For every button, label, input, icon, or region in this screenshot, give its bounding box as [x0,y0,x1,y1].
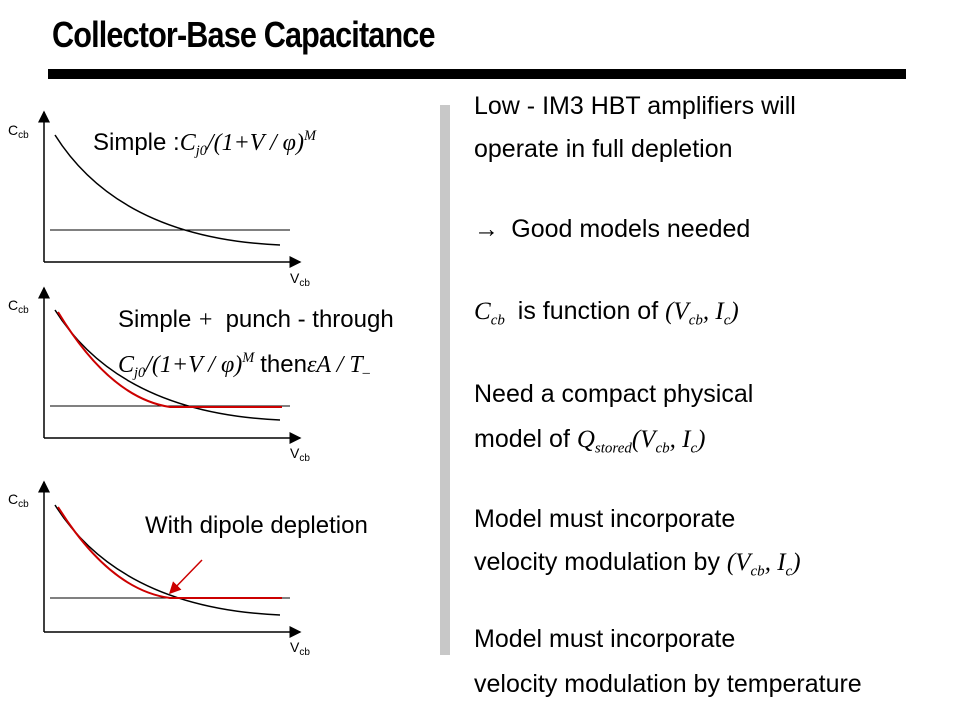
axis-label-main: V [290,639,300,655]
text-run: With dipole depletion [145,512,368,539]
text-run: C [179,130,196,157]
text-run: Model must incorporate [474,505,736,533]
axis-label-main: C [8,297,19,313]
text-run: velocity modulation by [474,548,727,576]
text-run: C [474,298,491,325]
text-run: Low - IM3 HBT amplifiers will [474,92,796,120]
text-line: Model must incorporate [474,625,735,654]
text-run: /(1+V / φ) [145,352,243,379]
text-run: , I [702,298,724,325]
slide-title: Collector-Base Capacitance [52,14,436,55]
text-line: Simple + punch - through [118,306,394,334]
title-rule [48,69,906,79]
axis-label-sub: cb [18,305,29,316]
text-run: velocity modulation by temperature [474,670,862,698]
text-line: velocity modulation by temperature [474,670,862,699]
text-run: is function of [510,297,666,325]
text-run: M [242,350,255,366]
text-run: (V [631,426,656,453]
text-line: → Good models needed [474,215,750,244]
plot-2 [38,286,302,444]
plot-3 [38,480,302,638]
text-run: cb [688,312,703,329]
axis-label-main: V [290,270,300,286]
text-run: ) [697,426,706,453]
axis-label-sub: cb [18,499,29,510]
axis-label-main: C [8,122,19,138]
text-run: cb [655,440,670,457]
text-run: Q [576,426,595,453]
axis-label-sub: cb [18,130,29,141]
axis-label: Ccb [8,122,29,141]
text-run: operate in full depletion [474,135,733,163]
divider [440,105,450,655]
text-run: j0 [195,143,207,160]
text-run: Simple : [93,129,180,157]
text-run: /(1+V / φ) [206,130,304,157]
text-line: Ccb is function of (Vcb, Ic) [474,297,739,329]
axis-label: Vcb [290,270,310,289]
axis-label-main: C [8,491,19,507]
text-run: (V [726,549,751,576]
text-run: stored [594,440,632,457]
text-run: c [785,563,793,580]
text-run: Need a compact physical [474,380,754,408]
axis-label-main: V [290,445,300,461]
text-line: Cj0/(1+V / φ)M thenεA / T– [118,350,370,382]
text-run: εA / T [306,352,363,379]
text-run: Model must incorporate [474,625,736,653]
text-line: Need a compact physical [474,380,753,409]
axis-label: Vcb [290,445,310,464]
text-run: Simple [118,306,192,333]
axis-label: Ccb [8,491,29,510]
text-line: velocity modulation by (Vcb, Ic) [474,548,801,580]
text-run: cb [750,563,765,580]
text-run: cb [490,312,505,329]
text-run: M [303,128,316,144]
axis-label-sub: cb [299,647,310,658]
axis-label-sub: cb [299,278,310,289]
text-run: ) [792,549,801,576]
text-line: operate in full depletion [474,135,733,164]
text-run: + [191,307,220,333]
text-line: Model must incorporate [474,505,735,534]
text-run: Good models needed [511,215,751,243]
text-line: Simple :Cj0/(1+V / φ)M [93,128,316,160]
text-run: ) [730,298,739,325]
text-run: c [723,312,731,329]
text-run: model of [474,425,577,453]
text-run: then [260,351,307,379]
text-run: (V [665,298,689,325]
plot-1 [38,110,302,268]
text-run: C [118,352,135,379]
axis-label: Ccb [8,297,29,316]
text-run: , I [669,426,691,453]
text-line: With dipole depletion [145,512,368,540]
text-run: , I [764,549,786,576]
text-run: punch - through [225,306,394,333]
axis-label: Vcb [290,639,310,658]
text-run: – [362,365,370,382]
text-run: j0 [134,365,146,382]
text-line: model of Qstored(Vcb, Ic) [474,425,705,457]
text-run: → [474,216,506,243]
axis-label-sub: cb [299,453,310,464]
text-run: c [690,440,698,457]
text-line: Low - IM3 HBT amplifiers will [474,92,796,121]
